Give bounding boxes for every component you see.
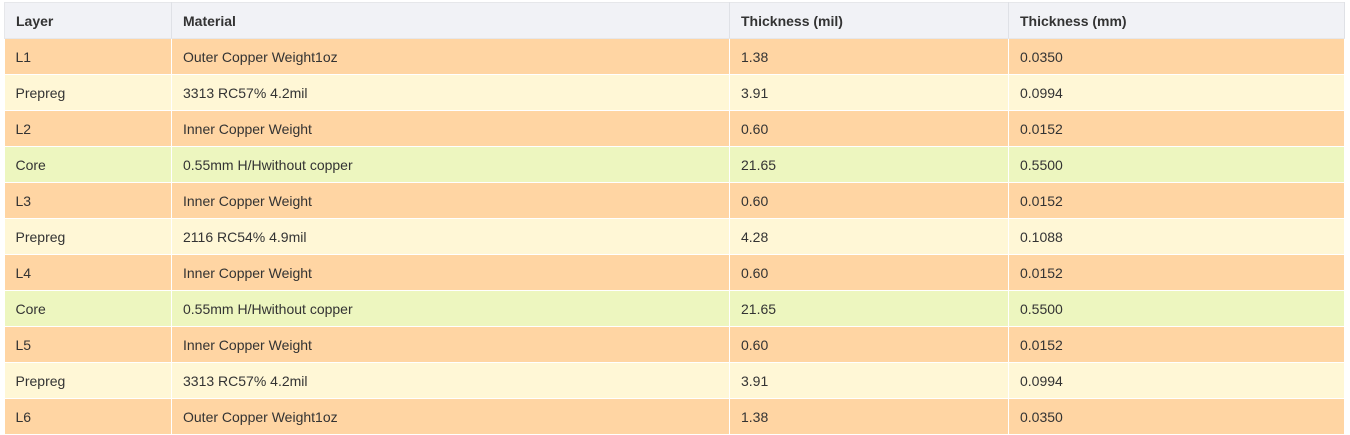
cell-material: 3313 RC57% 4.2mil <box>171 74 730 111</box>
cell-thickness-mm: 0.0152 <box>1008 326 1345 363</box>
table-row: L4 Inner Copper Weight 0.60 0.0152 <box>4 254 1345 291</box>
stackup-table-container: Layer Material Thickness (mil) Thickness… <box>4 2 1345 435</box>
cell-thickness-mm: 0.0350 <box>1008 398 1345 435</box>
cell-thickness-mil: 1.38 <box>729 398 1009 435</box>
table-header: Layer Material Thickness (mil) Thickness… <box>4 2 1345 39</box>
table-row: L2 Inner Copper Weight 0.60 0.0152 <box>4 110 1345 147</box>
cell-layer: L6 <box>4 398 172 435</box>
table-row: L3 Inner Copper Weight 0.60 0.0152 <box>4 182 1345 219</box>
cell-thickness-mil: 3.91 <box>729 362 1009 399</box>
cell-material: Inner Copper Weight <box>171 326 730 363</box>
cell-layer: L5 <box>4 326 172 363</box>
cell-thickness-mm: 0.0350 <box>1008 38 1345 75</box>
cell-material: 0.55mm H/Hwithout copper <box>171 146 730 183</box>
cell-thickness-mil: 1.38 <box>729 38 1009 75</box>
cell-layer: L3 <box>4 182 172 219</box>
cell-layer: Prepreg <box>4 74 172 111</box>
cell-thickness-mil: 0.60 <box>729 254 1009 291</box>
cell-thickness-mm: 0.0152 <box>1008 182 1345 219</box>
cell-thickness-mm: 0.5500 <box>1008 146 1345 183</box>
cell-material: Inner Copper Weight <box>171 110 730 147</box>
cell-thickness-mm: 0.1088 <box>1008 218 1345 255</box>
cell-thickness-mil: 21.65 <box>729 146 1009 183</box>
cell-material: 2116 RC54% 4.9mil <box>171 218 730 255</box>
table-row: L1 Outer Copper Weight1oz 1.38 0.0350 <box>4 38 1345 75</box>
column-header-layer[interactable]: Layer <box>4 2 172 39</box>
table-row: L5 Inner Copper Weight 0.60 0.0152 <box>4 326 1345 363</box>
table-row: Prepreg 3313 RC57% 4.2mil 3.91 0.0994 <box>4 362 1345 399</box>
cell-thickness-mil: 4.28 <box>729 218 1009 255</box>
cell-material: 0.55mm H/Hwithout copper <box>171 290 730 327</box>
cell-layer: Core <box>4 146 172 183</box>
cell-thickness-mil: 21.65 <box>729 290 1009 327</box>
cell-material: Outer Copper Weight1oz <box>171 38 730 75</box>
column-header-thickness-mm[interactable]: Thickness (mm) <box>1008 2 1345 39</box>
table-row: Core 0.55mm H/Hwithout copper 21.65 0.55… <box>4 146 1345 183</box>
cell-thickness-mm: 0.5500 <box>1008 290 1345 327</box>
cell-layer: Core <box>4 290 172 327</box>
cell-material: Outer Copper Weight1oz <box>171 398 730 435</box>
cell-thickness-mm: 0.0152 <box>1008 254 1345 291</box>
table-row: Prepreg 3313 RC57% 4.2mil 3.91 0.0994 <box>4 74 1345 111</box>
cell-material: Inner Copper Weight <box>171 254 730 291</box>
cell-thickness-mil: 0.60 <box>729 110 1009 147</box>
cell-layer: L4 <box>4 254 172 291</box>
column-header-thickness-mil[interactable]: Thickness (mil) <box>729 2 1009 39</box>
cell-thickness-mm: 0.0152 <box>1008 110 1345 147</box>
cell-material: Inner Copper Weight <box>171 182 730 219</box>
cell-layer: L1 <box>4 38 172 75</box>
cell-material: 3313 RC57% 4.2mil <box>171 362 730 399</box>
table-row: L6 Outer Copper Weight1oz 1.38 0.0350 <box>4 398 1345 435</box>
cell-layer: Prepreg <box>4 362 172 399</box>
cell-layer: Prepreg <box>4 218 172 255</box>
cell-thickness-mil: 3.91 <box>729 74 1009 111</box>
cell-layer: L2 <box>4 110 172 147</box>
stackup-table: Layer Material Thickness (mil) Thickness… <box>4 2 1345 435</box>
table-row: Prepreg 2116 RC54% 4.9mil 4.28 0.1088 <box>4 218 1345 255</box>
cell-thickness-mil: 0.60 <box>729 326 1009 363</box>
cell-thickness-mil: 0.60 <box>729 182 1009 219</box>
cell-thickness-mm: 0.0994 <box>1008 74 1345 111</box>
cell-thickness-mm: 0.0994 <box>1008 362 1345 399</box>
table-body: L1 Outer Copper Weight1oz 1.38 0.0350 Pr… <box>4 38 1345 435</box>
table-row: Core 0.55mm H/Hwithout copper 21.65 0.55… <box>4 290 1345 327</box>
header-row: Layer Material Thickness (mil) Thickness… <box>4 2 1345 39</box>
column-header-material[interactable]: Material <box>171 2 730 39</box>
